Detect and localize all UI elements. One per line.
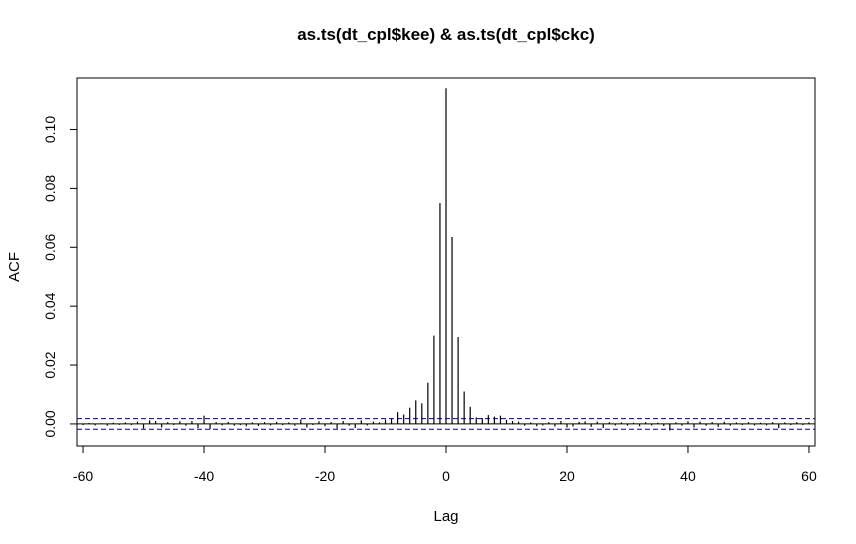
y-tick-label: 0.02 — [42, 351, 58, 378]
reference-lines — [77, 418, 815, 430]
x-tick-label: 60 — [801, 468, 817, 484]
y-axis: 0.00 0.02 0.04 0.06 0.08 0.10 — [42, 116, 78, 438]
y-tick-label: 0.04 — [42, 292, 58, 319]
x-tick-label: 20 — [559, 468, 575, 484]
x-axis-label: Lag — [433, 508, 458, 525]
x-tick-label: -20 — [315, 468, 335, 484]
y-tick-label: 0.10 — [42, 116, 58, 143]
y-axis-label: ACF — [6, 252, 23, 282]
chart-title: as.ts(dt_cpl$kee) & as.ts(dt_cpl$ckc) — [297, 25, 595, 44]
x-tick-label: -40 — [194, 468, 214, 484]
y-tick-label: 0.06 — [42, 233, 58, 260]
x-axis: -60 -40 -20 0 20 40 60 — [73, 445, 817, 484]
y-tick-label: 0.00 — [42, 410, 58, 437]
x-tick-label: -60 — [73, 468, 93, 484]
y-tick-label: 0.08 — [42, 175, 58, 202]
x-tick-label: 0 — [442, 468, 450, 484]
x-tick-label: 40 — [680, 468, 696, 484]
acf-bars — [82, 88, 810, 431]
